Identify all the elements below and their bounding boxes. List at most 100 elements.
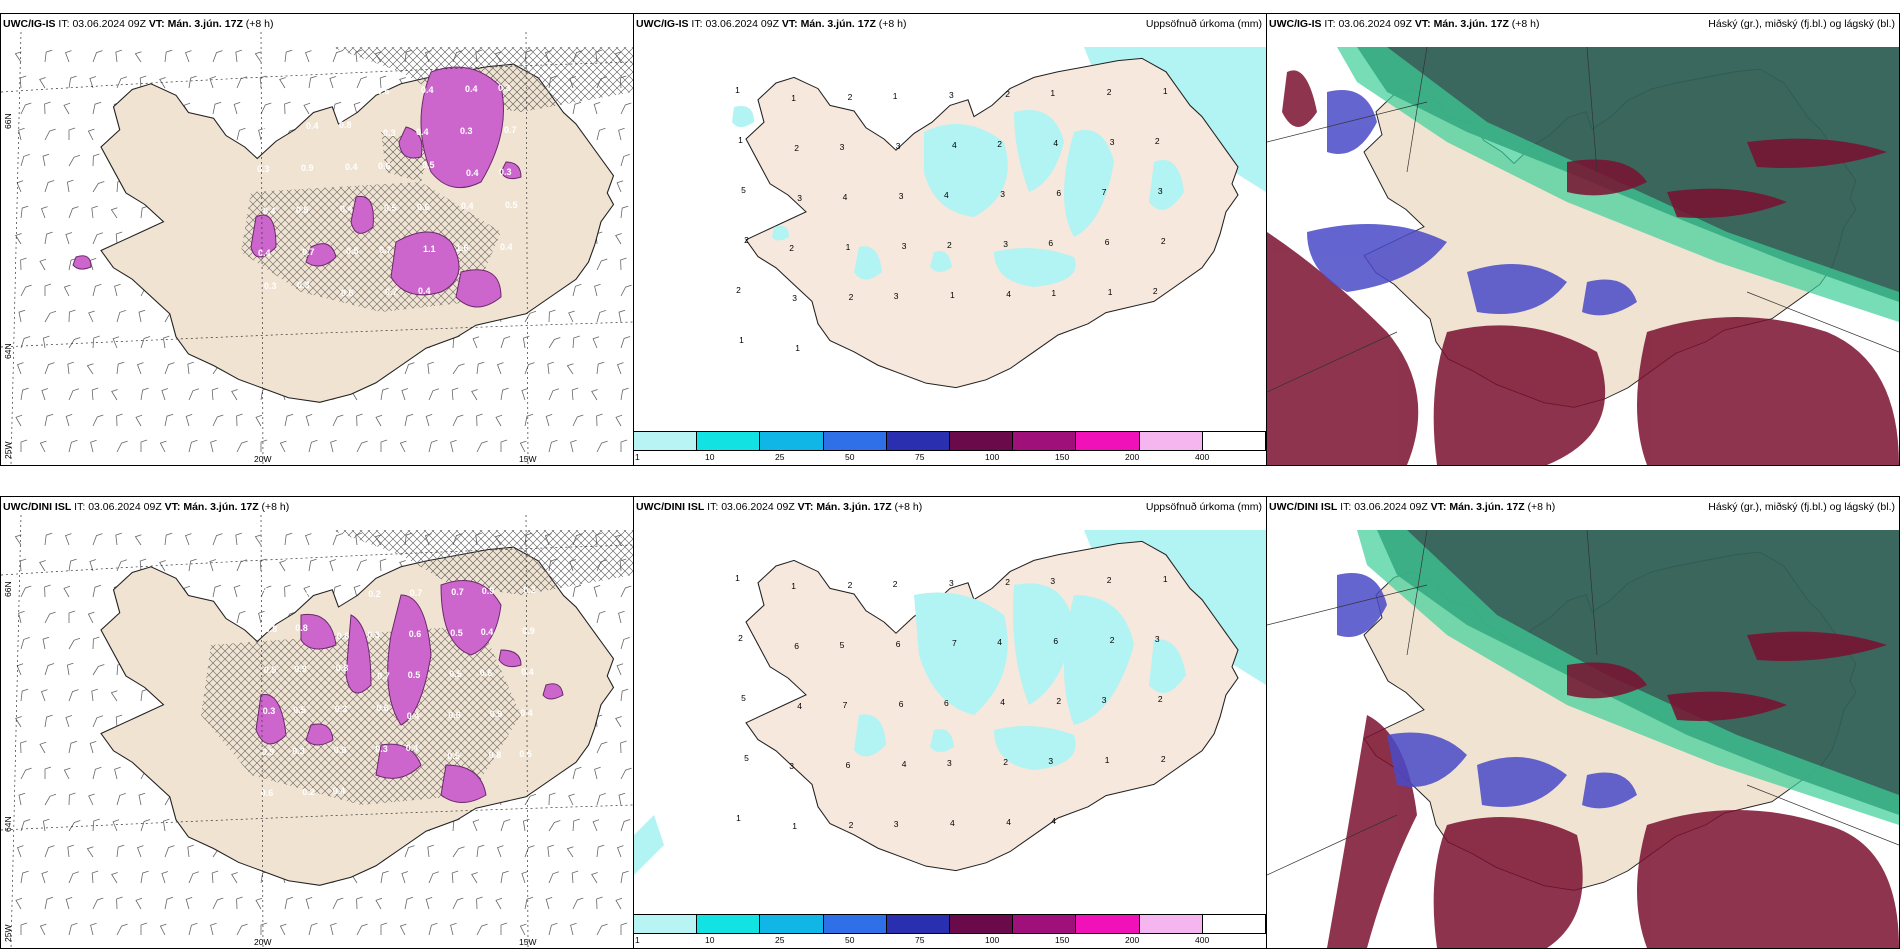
wind-barb xyxy=(40,689,48,702)
wind-barb xyxy=(571,387,579,401)
wind-barb xyxy=(620,585,632,598)
wind-barb xyxy=(570,922,577,936)
wind-barb xyxy=(134,534,142,546)
wind-barb xyxy=(427,361,434,375)
wind-barb xyxy=(566,846,574,858)
value-label: 0.2 xyxy=(368,589,381,599)
wind-barb xyxy=(41,871,49,884)
wind-barb xyxy=(524,845,535,858)
wind-barb xyxy=(42,335,50,349)
value-label: 3 xyxy=(902,241,907,251)
wind-barb xyxy=(524,413,534,427)
wind-barb xyxy=(68,610,76,623)
wind-barb xyxy=(596,844,605,858)
wind-barb xyxy=(209,76,217,89)
wind-barb xyxy=(68,337,81,349)
wind-barb xyxy=(260,439,268,452)
wind-barb xyxy=(15,233,22,245)
value-label: 0.8 xyxy=(339,120,352,130)
wind-barb xyxy=(116,559,128,572)
wind-barb xyxy=(236,923,248,936)
value-label: 2 xyxy=(1158,694,1163,704)
value-label: 0.6 xyxy=(480,668,493,678)
value-label: 3 xyxy=(1048,756,1053,766)
wind-barb xyxy=(620,336,631,349)
wind-barb xyxy=(188,558,197,572)
wind-barb xyxy=(89,741,97,754)
wind-barb xyxy=(87,128,95,141)
value-label: 1 xyxy=(1105,755,1110,765)
wind-barb xyxy=(159,440,167,453)
wind-barb xyxy=(159,77,166,89)
wind-barb xyxy=(401,388,409,401)
wind-barb xyxy=(44,532,53,546)
value-label: 2 xyxy=(789,243,794,253)
value-label: 6 xyxy=(944,698,949,708)
wind-barb xyxy=(236,76,248,89)
wind-barb xyxy=(68,75,77,89)
value-label: 0.8 xyxy=(336,663,349,673)
wind-barb xyxy=(42,153,50,167)
wind-barb xyxy=(260,585,272,598)
wind-barb xyxy=(236,610,246,624)
wind-barb xyxy=(304,50,312,63)
value-label: 0.7 xyxy=(302,247,315,257)
value-label: 3 xyxy=(797,193,802,203)
wind-barb xyxy=(303,585,311,598)
value-label: 7 xyxy=(952,638,957,648)
wind-barb xyxy=(620,439,628,452)
wind-barb xyxy=(65,232,73,245)
wind-barb xyxy=(116,844,125,858)
value-label: 0.4 xyxy=(521,667,534,677)
wind-barb xyxy=(356,896,363,910)
wind-barb xyxy=(524,310,537,323)
value-label: 6 xyxy=(794,641,799,651)
wind-barb xyxy=(212,101,222,115)
wind-barb xyxy=(116,896,123,910)
wind-barb xyxy=(40,206,48,219)
wind-barb xyxy=(500,387,509,401)
wind-barb xyxy=(620,870,629,884)
wind-barb xyxy=(308,922,318,936)
value-label: 0.4 xyxy=(306,121,319,131)
value-label: 4 xyxy=(1006,289,1011,299)
wind-barb xyxy=(159,560,166,572)
wind-barb xyxy=(44,128,56,141)
wind-barb xyxy=(620,257,627,271)
wind-barb xyxy=(116,361,125,375)
lon-label-15: 15W xyxy=(519,937,537,947)
wind-barb xyxy=(138,792,146,806)
wind-barb xyxy=(620,819,631,832)
wind-barb xyxy=(44,362,55,375)
value-label: 0.3 xyxy=(292,746,305,756)
wind-barb xyxy=(591,872,598,884)
wind-barb xyxy=(140,688,149,702)
wind-barb xyxy=(18,309,26,323)
wind-barb xyxy=(184,533,192,546)
wind-barb xyxy=(209,559,217,572)
wind-barb xyxy=(185,897,193,910)
value-label: 0.3 xyxy=(498,83,511,93)
wind-barb xyxy=(65,897,73,910)
value-label: 1 xyxy=(950,290,955,300)
wind-barb xyxy=(236,440,248,453)
wind-barb xyxy=(111,872,118,884)
wind-barb xyxy=(471,872,478,884)
wind-barb xyxy=(67,361,74,375)
wind-barb xyxy=(92,584,102,598)
wind-barb xyxy=(92,414,104,427)
value-label: 1 xyxy=(792,821,797,831)
wind-barb xyxy=(620,284,632,297)
wind-barb xyxy=(188,439,198,453)
wind-barb xyxy=(548,439,558,453)
panel-precip-top: UWC/IG-IS IT: 03.06.2024 09Z VT: Mán. 3.… xyxy=(633,13,1267,466)
wind-barb xyxy=(68,637,81,650)
wind-barb xyxy=(90,439,97,453)
wind-barb xyxy=(115,231,123,245)
wind-barb xyxy=(39,741,47,754)
wind-barb xyxy=(524,896,534,910)
wind-barb xyxy=(233,102,241,115)
wind-barb xyxy=(44,283,52,296)
value-label: 1.1 xyxy=(423,244,436,254)
value-label: 2 xyxy=(997,139,1002,149)
